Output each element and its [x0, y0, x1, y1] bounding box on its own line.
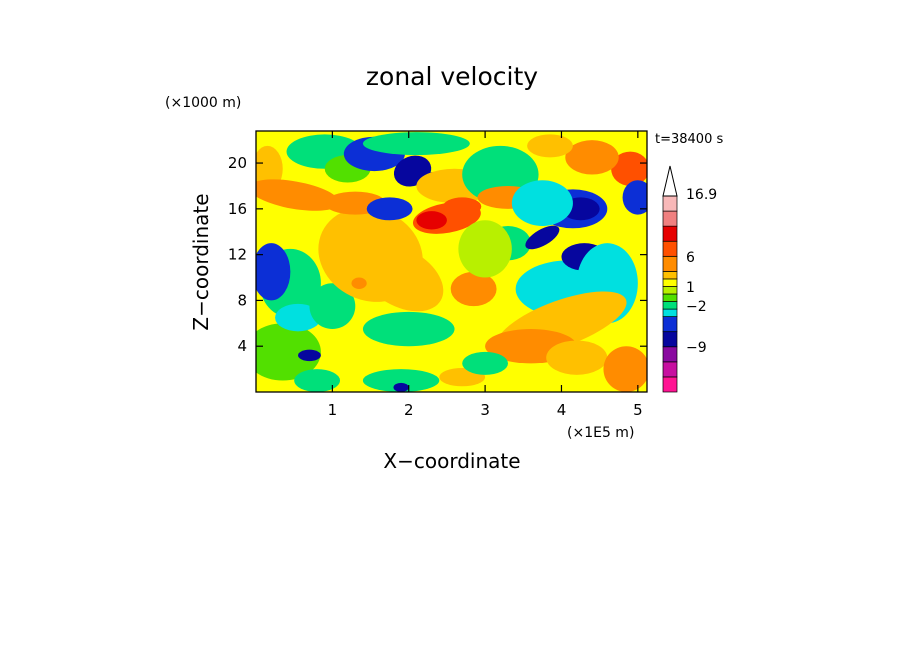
- colorbar-band: [662, 301, 678, 310]
- x-unit-label: (×1E5 m): [567, 425, 634, 441]
- velocity-contour: [393, 382, 409, 392]
- velocity-contour: [450, 271, 497, 307]
- velocity-contour: [458, 220, 512, 278]
- velocity-field: [256, 131, 647, 392]
- y-tick-label: 16: [228, 200, 247, 218]
- colorbar-band: [662, 271, 678, 280]
- velocity-contour: [275, 303, 321, 332]
- y-tick-label: 4: [237, 337, 247, 355]
- x-tick-label: 4: [557, 401, 567, 419]
- velocity-contour: [298, 349, 321, 362]
- x-axis-ticks: 1 2 3 4 5: [328, 131, 643, 419]
- velocity-contour: [611, 151, 647, 186]
- colorbar-band: [662, 308, 678, 317]
- colorbar-band: [662, 331, 678, 348]
- velocity-contour: [294, 369, 340, 392]
- velocity-contour: [362, 369, 440, 392]
- velocity-contour: [603, 346, 647, 392]
- velocity-contour: [366, 197, 413, 221]
- colorbar-band: [662, 293, 678, 302]
- velocity-contour: [351, 277, 367, 289]
- colorbar-band: [662, 240, 678, 257]
- colorbar-band: [662, 195, 678, 212]
- velocity-contour: [309, 283, 356, 330]
- colorbar-label: 6: [686, 250, 695, 266]
- colorbar-band: [662, 278, 678, 287]
- velocity-contour: [416, 211, 447, 230]
- velocity-contour: [546, 340, 608, 375]
- velocity-contour: [362, 311, 455, 347]
- colorbar-label: 1: [686, 280, 695, 296]
- x-tick-label: 2: [404, 401, 414, 419]
- colorbar-label: 16.9: [686, 187, 717, 203]
- velocity-contour: [362, 132, 470, 156]
- velocity-contour: [256, 179, 340, 211]
- plot-frame: [255, 130, 648, 393]
- velocity-contour: [565, 140, 619, 175]
- y-tick-label: 12: [228, 246, 247, 264]
- colorbar-band: [662, 210, 678, 227]
- colorbar-label: −9: [686, 340, 707, 356]
- colorbar-band: [662, 376, 678, 393]
- colorbar-extend-arrow: [662, 165, 678, 197]
- chart-title: zonal velocity: [366, 62, 538, 91]
- y-tick-label: 20: [228, 154, 247, 172]
- velocity-contour: [525, 225, 560, 250]
- x-tick-label: 5: [633, 401, 643, 419]
- colorbar-band: [662, 316, 678, 333]
- x-tick-label: 1: [328, 401, 338, 419]
- colorbar-band: [662, 361, 678, 378]
- colorbar-band: [662, 225, 678, 242]
- colorbar-label: −2: [686, 299, 707, 315]
- y-axis-ticks: 4 8 12 16 20: [228, 154, 647, 355]
- colorbar: 16.9 6 1 −2 −9: [662, 165, 717, 393]
- velocity-contour: [511, 180, 573, 227]
- y-axis-label: Z−coordinate: [189, 193, 213, 330]
- colorbar-band: [662, 286, 678, 295]
- velocity-contour: [358, 243, 444, 312]
- velocity-contour: [256, 323, 321, 381]
- velocity-contour: [443, 197, 482, 216]
- velocity-contour: [527, 134, 573, 158]
- x-tick-label: 3: [480, 401, 490, 419]
- time-label: t=38400 s: [655, 132, 723, 147]
- velocity-contour: [622, 180, 647, 215]
- y-tick-label: 8: [237, 291, 247, 309]
- x-axis-label: X−coordinate: [383, 449, 520, 473]
- colorbar-band: [662, 346, 678, 363]
- velocity-contour: [462, 351, 509, 375]
- y-unit-label: (×1000 m): [165, 95, 241, 111]
- colorbar-band: [662, 255, 678, 272]
- velocity-contour: [256, 243, 291, 301]
